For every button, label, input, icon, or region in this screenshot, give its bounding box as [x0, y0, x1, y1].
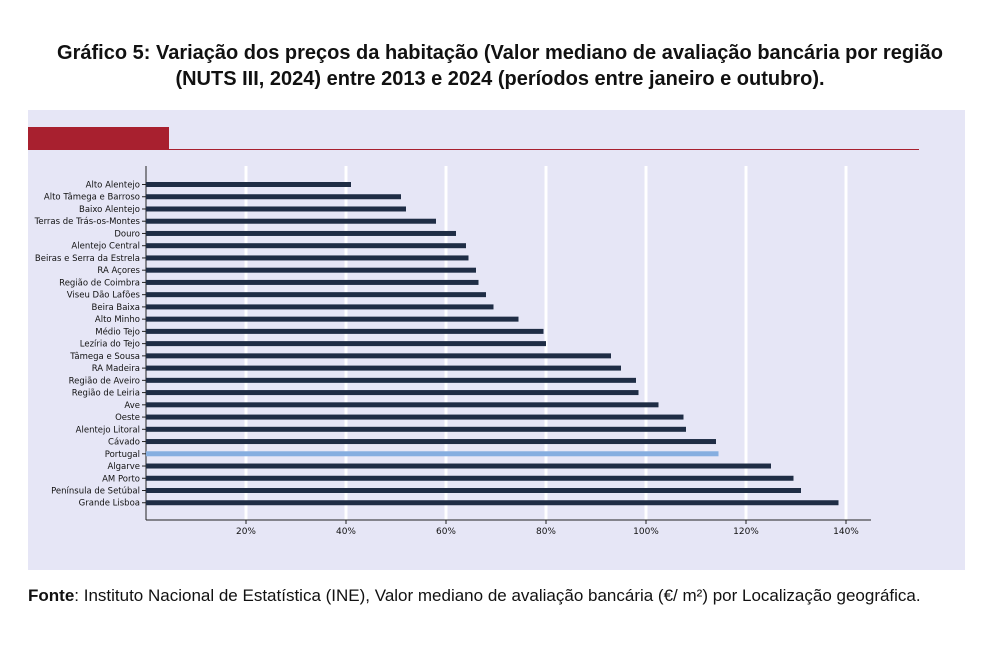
- category-label: Douro: [114, 229, 140, 239]
- x-tick-label: 120%: [733, 527, 759, 537]
- bar: [146, 218, 436, 224]
- category-label: RA Madeira: [92, 364, 140, 374]
- bar: [146, 353, 611, 359]
- bar: [146, 341, 546, 347]
- source-note: Fonte: Instituto Nacional de Estatística…: [28, 585, 968, 607]
- category-label: Algarve: [107, 462, 140, 472]
- x-tick-label: 20%: [236, 527, 256, 537]
- bar: [146, 402, 659, 408]
- bar: [146, 414, 684, 420]
- bar: [146, 439, 716, 445]
- bar: [146, 194, 401, 200]
- category-label: Lezíria do Tejo: [80, 340, 140, 350]
- bar: [146, 451, 719, 457]
- category-label: Região de Leiria: [72, 389, 140, 399]
- category-label: Oeste: [115, 413, 140, 423]
- bar: [146, 488, 801, 493]
- bar: [146, 390, 639, 396]
- x-tick-label: 100%: [633, 527, 659, 537]
- category-label: Alto Tâmega e Barroso: [44, 193, 140, 203]
- bar: [146, 230, 456, 236]
- accent-line: [169, 149, 919, 150]
- x-tick-label: 80%: [536, 527, 556, 537]
- category-label: Alentejo Litoral: [76, 425, 140, 435]
- bar: [146, 292, 486, 298]
- category-label: Beira Baixa: [92, 303, 140, 313]
- x-tick-label: 40%: [336, 527, 356, 537]
- bar: [146, 316, 519, 322]
- title-line-1: Gráfico 5: Variação dos preços da habita…: [57, 42, 943, 64]
- bar: [146, 426, 686, 432]
- source-text: : Instituto Nacional de Estatística (INE…: [74, 586, 921, 605]
- category-label: Viseu Dão Lafões: [67, 291, 141, 301]
- category-label: Tâmega e Sousa: [69, 352, 140, 362]
- category-label: Alentejo Central: [71, 242, 140, 252]
- category-label: Terras de Trás-os-Montes: [34, 217, 141, 227]
- bar: [146, 243, 466, 249]
- chart-title: Gráfico 5: Variação dos preços da habita…: [20, 40, 980, 92]
- category-label: Grande Lisboa: [79, 499, 140, 509]
- category-label: Portugal: [105, 450, 140, 460]
- category-label: RA Açores: [97, 266, 140, 276]
- category-label: Região de Coimbra: [59, 278, 140, 288]
- bar: [146, 304, 494, 310]
- category-label: Baixo Alentejo: [79, 205, 140, 215]
- category-label: Cávado: [108, 438, 140, 448]
- bar: [146, 500, 839, 506]
- bar: [146, 463, 771, 469]
- accent-tab: [28, 127, 169, 150]
- x-tick-label: 140%: [833, 527, 859, 537]
- category-label: Médio Tejo: [95, 326, 140, 337]
- title-line-2: (NUTS III, 2024) entre 2013 e 2024 (perí…: [175, 68, 825, 90]
- bar: [146, 267, 476, 273]
- category-label: Região de Aveiro: [69, 376, 140, 386]
- bar: [146, 182, 351, 187]
- bar: [146, 279, 479, 285]
- bar: [146, 328, 544, 334]
- category-label: Alto Alentejo: [86, 181, 140, 191]
- category-label: Península de Setúbal: [51, 487, 140, 497]
- category-label: AM Porto: [102, 474, 140, 484]
- bar: [146, 255, 469, 261]
- category-label: Ave: [124, 401, 140, 411]
- bar: [146, 475, 794, 481]
- source-label: Fonte: [28, 586, 75, 605]
- bar: [146, 365, 621, 371]
- bar: [146, 206, 406, 212]
- category-label: Beiras e Serra da Estrela: [35, 254, 140, 264]
- x-tick-label: 60%: [436, 527, 456, 537]
- category-label: Alto Minho: [95, 315, 140, 325]
- bar: [146, 377, 636, 383]
